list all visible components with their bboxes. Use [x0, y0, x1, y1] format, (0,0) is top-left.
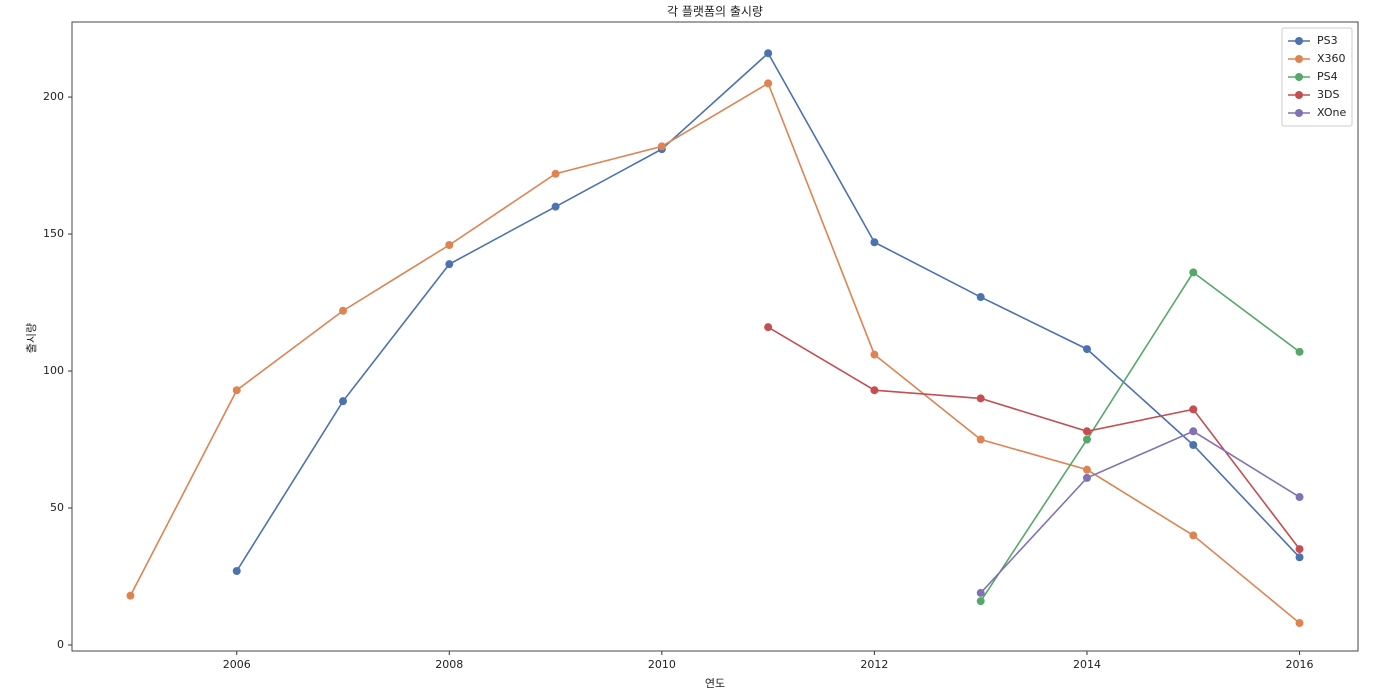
data-point	[551, 202, 560, 211]
x-axis-label: 연도	[705, 677, 725, 690]
chart-title: 각 플랫폼의 출시량	[667, 5, 763, 19]
y-axis-label: 출시량	[25, 323, 38, 353]
data-point	[657, 142, 666, 151]
y-tick-label: 50	[50, 501, 64, 514]
legend-marker	[1295, 91, 1303, 99]
legend-label: XOne	[1317, 106, 1346, 119]
y-tick-label: 150	[43, 227, 64, 240]
series-line	[767, 326, 1301, 550]
data-point	[232, 386, 241, 395]
data-point	[1189, 427, 1198, 436]
data-point	[976, 435, 985, 444]
legend-box	[1281, 27, 1353, 127]
data-point	[1189, 531, 1198, 540]
data-point	[1082, 427, 1091, 436]
data-point	[764, 79, 773, 88]
data-point	[1295, 347, 1304, 356]
y-tick-label: 100	[43, 364, 64, 377]
x-tick-label: 2010	[648, 658, 676, 671]
data-point	[976, 588, 985, 597]
data-point	[870, 386, 879, 395]
x-tick-label: 2006	[223, 658, 251, 671]
data-point	[764, 323, 773, 332]
series-line	[236, 51, 1301, 572]
data-point	[1189, 405, 1198, 414]
data-point	[1189, 268, 1198, 277]
legend-label: X360	[1317, 52, 1346, 65]
data-point	[445, 260, 454, 269]
data-point	[126, 591, 135, 600]
data-point	[1295, 545, 1304, 554]
data-point	[339, 397, 348, 406]
y-tick-label: 0	[57, 638, 64, 651]
legend-marker	[1295, 109, 1303, 117]
data-point	[1295, 553, 1304, 562]
legend-label: 3DS	[1317, 88, 1339, 101]
data-point	[1295, 493, 1304, 502]
data-point	[870, 238, 879, 247]
data-point	[1082, 345, 1091, 354]
data-point	[1082, 465, 1091, 474]
data-point	[976, 293, 985, 302]
y-tick-label: 200	[43, 90, 64, 103]
data-point	[870, 350, 879, 359]
legend-label: PS4	[1317, 70, 1338, 83]
x-tick-label: 2014	[1073, 658, 1101, 671]
data-point	[976, 394, 985, 403]
legend-marker	[1295, 37, 1303, 45]
data-point	[551, 169, 560, 178]
data-point	[232, 567, 241, 576]
legend-marker	[1295, 55, 1303, 63]
data-point	[339, 306, 348, 315]
x-tick-label: 2016	[1286, 658, 1314, 671]
x-tick-label: 2012	[860, 658, 888, 671]
data-point	[764, 49, 773, 58]
data-point	[1082, 435, 1091, 444]
data-point	[1295, 619, 1304, 628]
legend-label: PS3	[1317, 34, 1338, 47]
series-line	[129, 82, 1301, 624]
data-point	[1189, 440, 1198, 449]
data-point	[976, 597, 985, 606]
data-point	[445, 240, 454, 249]
x-tick-label: 2008	[435, 658, 463, 671]
series-line	[980, 271, 1301, 602]
plot-frame	[71, 21, 1359, 652]
legend-marker	[1295, 73, 1303, 81]
data-point	[1082, 473, 1091, 482]
series-line	[980, 430, 1300, 594]
